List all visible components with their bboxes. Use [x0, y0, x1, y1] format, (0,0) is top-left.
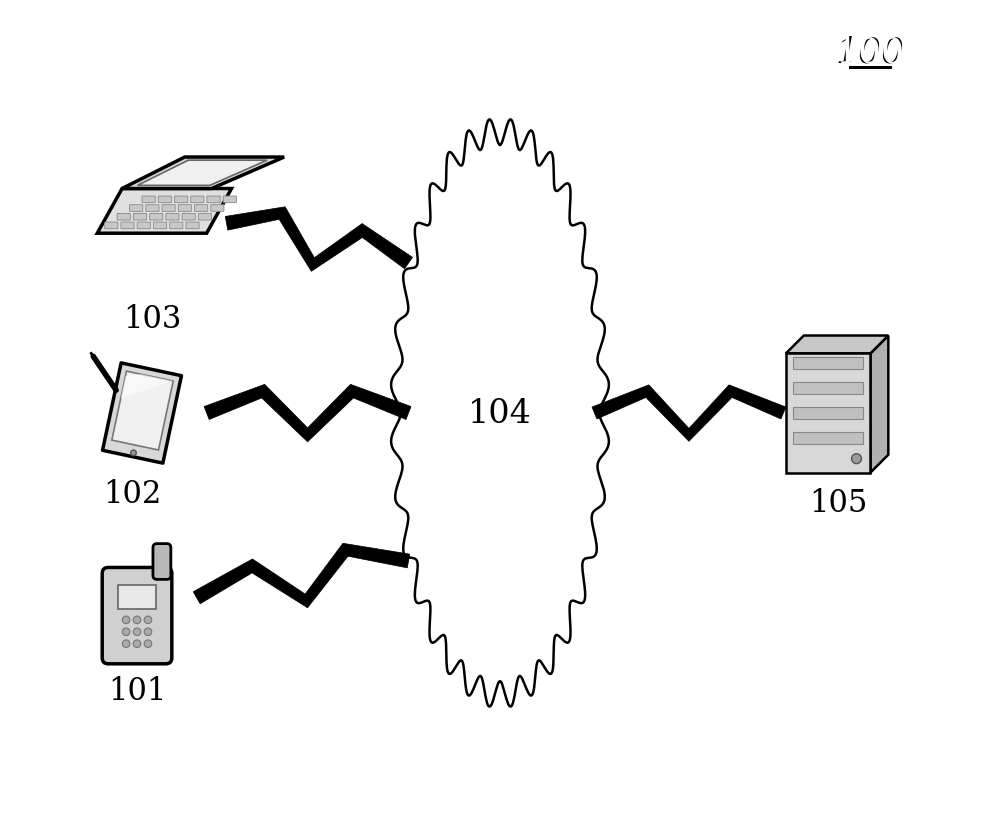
FancyBboxPatch shape: [174, 197, 188, 203]
Polygon shape: [121, 375, 173, 399]
Polygon shape: [97, 189, 232, 234]
FancyBboxPatch shape: [150, 214, 163, 221]
Text: 103: 103: [123, 304, 181, 334]
Polygon shape: [103, 363, 181, 464]
FancyBboxPatch shape: [121, 222, 134, 229]
Text: 100: 100: [835, 36, 904, 69]
Text: 105: 105: [809, 488, 867, 519]
FancyBboxPatch shape: [178, 205, 191, 212]
Bar: [793, 408, 863, 419]
FancyBboxPatch shape: [207, 197, 220, 203]
Text: 104: 104: [468, 398, 532, 429]
FancyBboxPatch shape: [153, 544, 171, 580]
Polygon shape: [592, 385, 786, 442]
FancyBboxPatch shape: [105, 222, 118, 229]
Polygon shape: [193, 543, 410, 608]
FancyBboxPatch shape: [166, 214, 179, 221]
Circle shape: [144, 616, 152, 624]
FancyBboxPatch shape: [182, 214, 195, 221]
Circle shape: [133, 629, 141, 636]
FancyBboxPatch shape: [137, 222, 150, 229]
FancyBboxPatch shape: [153, 222, 167, 229]
FancyBboxPatch shape: [198, 214, 212, 221]
FancyBboxPatch shape: [102, 568, 172, 664]
Polygon shape: [204, 385, 411, 442]
FancyBboxPatch shape: [223, 197, 236, 203]
Circle shape: [852, 454, 861, 464]
FancyBboxPatch shape: [158, 197, 171, 203]
FancyBboxPatch shape: [186, 222, 199, 229]
Polygon shape: [225, 208, 413, 272]
Bar: [793, 433, 863, 444]
Polygon shape: [786, 336, 888, 354]
Text: 102: 102: [103, 478, 161, 509]
Circle shape: [133, 640, 141, 648]
FancyBboxPatch shape: [142, 197, 155, 203]
Bar: [793, 358, 863, 370]
FancyBboxPatch shape: [191, 197, 204, 203]
Polygon shape: [870, 336, 888, 473]
FancyBboxPatch shape: [162, 205, 175, 212]
FancyBboxPatch shape: [130, 205, 143, 212]
FancyBboxPatch shape: [211, 205, 224, 212]
Polygon shape: [112, 371, 173, 451]
Circle shape: [122, 629, 130, 636]
Bar: [793, 383, 863, 394]
FancyBboxPatch shape: [146, 205, 159, 212]
Circle shape: [144, 629, 152, 636]
Bar: [118, 586, 156, 609]
Text: 100: 100: [835, 36, 904, 69]
Circle shape: [122, 616, 130, 624]
FancyBboxPatch shape: [133, 214, 147, 221]
Polygon shape: [137, 161, 267, 186]
Text: 101: 101: [108, 676, 166, 706]
FancyBboxPatch shape: [117, 214, 130, 221]
FancyBboxPatch shape: [170, 222, 183, 229]
Circle shape: [144, 640, 152, 648]
Bar: [786, 354, 870, 473]
Circle shape: [131, 451, 136, 456]
FancyBboxPatch shape: [195, 205, 208, 212]
Polygon shape: [122, 158, 284, 189]
Circle shape: [133, 616, 141, 624]
Polygon shape: [391, 120, 609, 707]
Circle shape: [122, 640, 130, 648]
